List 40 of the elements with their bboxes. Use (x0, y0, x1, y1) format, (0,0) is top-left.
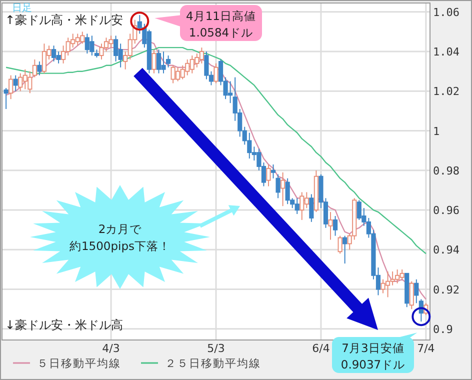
candlestick (342, 235, 348, 264)
y-tick-label: 0.94 (433, 244, 460, 257)
annotation: 4月11日高値 1.0584ドル (186, 9, 256, 40)
y-tick-label: 1 (433, 124, 440, 138)
candlestick (414, 278, 419, 304)
candlestick (152, 49, 156, 74)
y-tick-label: 0.98 (433, 164, 460, 178)
candlestick (338, 235, 342, 254)
chart-subtitle: 日足 (12, 3, 32, 14)
candlestick (8, 74, 14, 100)
candlestick (13, 74, 18, 92)
legend-label: ２５日移動平均線 (165, 357, 261, 370)
x-tick-label: 4/3 (102, 342, 120, 355)
annotation: 約1500pips下落！ (69, 239, 171, 253)
y-tick-label: 0.92 (433, 283, 460, 296)
x-tick-label: 7/4 (417, 342, 435, 355)
candlestick (4, 87, 8, 110)
line-series (5, 46, 427, 254)
candlestick (37, 60, 42, 76)
candlestick (280, 172, 286, 207)
candlestick (328, 212, 333, 240)
candlestick (32, 58, 37, 78)
y-tick-label: 1.04 (433, 46, 460, 59)
candlestick (214, 62, 218, 84)
y-tick-label: 0.9 (433, 322, 453, 336)
annotation: 2カ月で (98, 222, 143, 236)
candlestick (166, 55, 171, 68)
candlestick (409, 280, 414, 310)
legend-label: ５日移動平均線 (37, 357, 121, 370)
text: 7月3日安値 0.9037ドル (340, 341, 406, 372)
annotation: ↑豪ドル高・米ドル安 (5, 13, 124, 27)
y-tick-label: 0.96 (433, 204, 460, 218)
x-tick-label: 5/3 (207, 342, 225, 355)
annotation: ↓豪ドル安・米ドル高 (5, 318, 124, 332)
candlestick (332, 215, 338, 236)
x-tick-label: 6/4 (312, 342, 330, 355)
candlestick (309, 194, 314, 222)
y-tick-label: 1.06 (433, 6, 460, 19)
candlestick (266, 164, 271, 187)
y-tick-label: 1.02 (433, 85, 460, 98)
